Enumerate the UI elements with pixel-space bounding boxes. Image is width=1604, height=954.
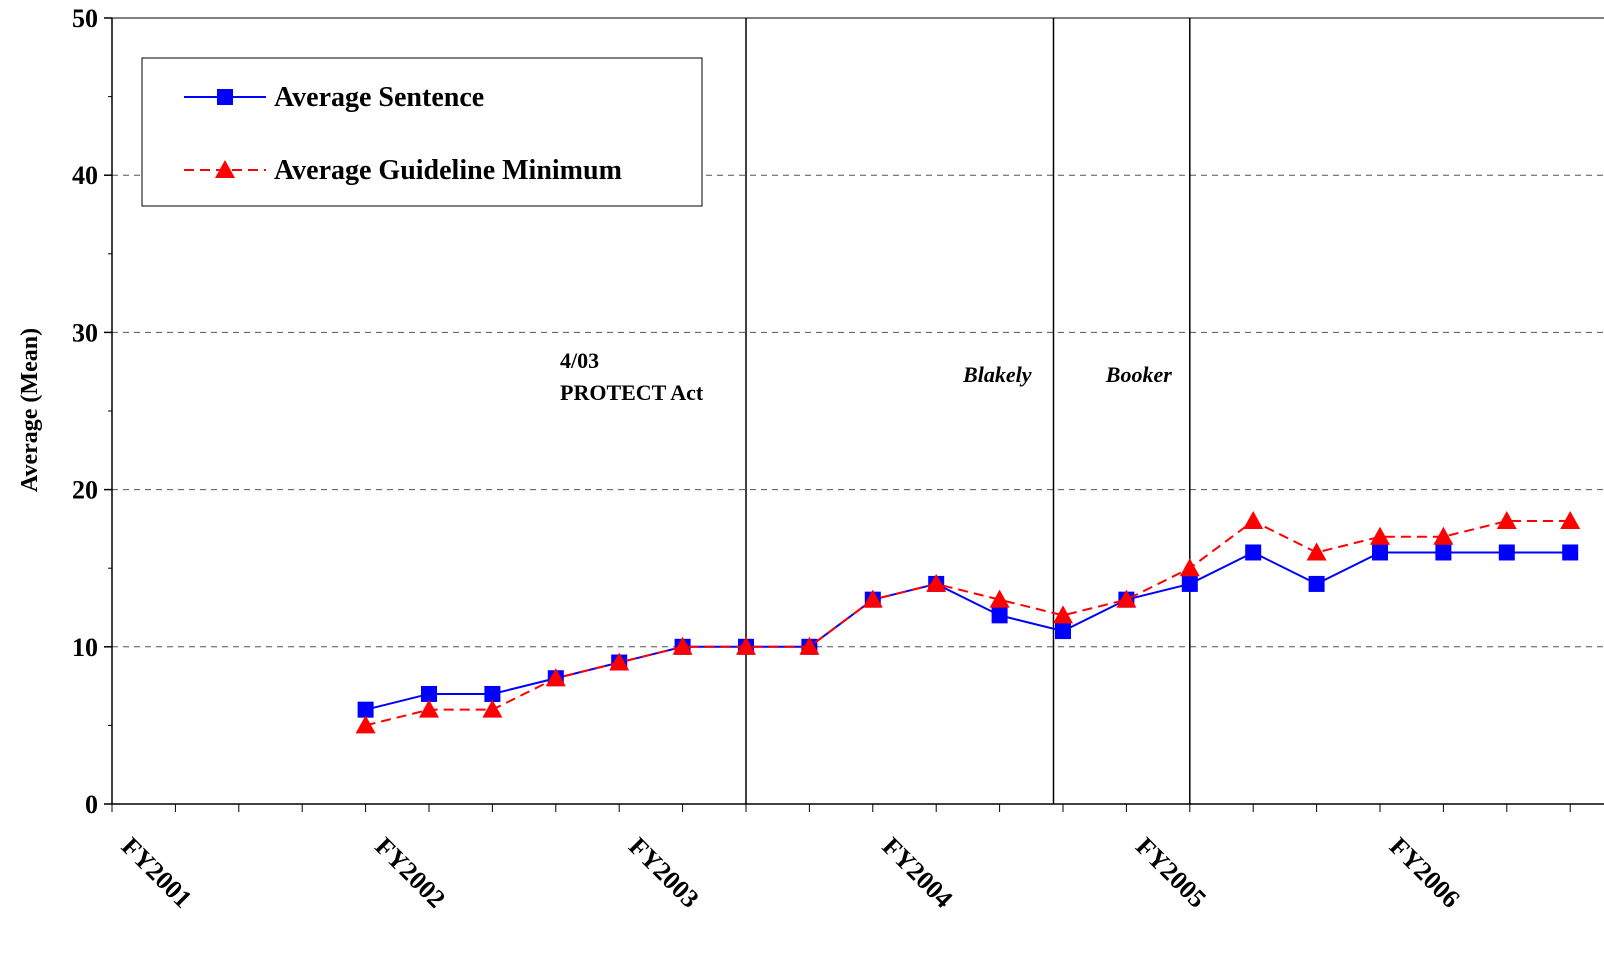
event-label: PROTECT Act	[560, 380, 704, 405]
data-point	[419, 699, 439, 718]
data-point	[991, 607, 1008, 624]
data-point	[1498, 544, 1515, 561]
data-point	[421, 685, 437, 702]
series-line	[365, 519, 1571, 727]
x-tick-label: FY2004	[877, 832, 959, 914]
x-tick-label: FY2001	[116, 832, 198, 914]
data-point	[355, 715, 376, 734]
data-point	[1308, 575, 1325, 592]
data-point	[926, 573, 947, 592]
data-point	[1370, 526, 1390, 545]
y-tick-label: 10	[72, 633, 98, 662]
series-average-guideline-minimum	[355, 511, 1581, 734]
legend-label: Average Sentence	[274, 82, 484, 113]
data-point	[1560, 511, 1581, 530]
data-point	[484, 685, 501, 702]
series	[355, 511, 1581, 734]
data-point	[1372, 544, 1388, 561]
data-point	[1116, 589, 1137, 608]
data-point	[1562, 544, 1579, 561]
legend-label: Average Guideline Minimum	[274, 155, 622, 186]
data-point	[1433, 526, 1454, 545]
legend-marker	[215, 160, 235, 178]
data-point	[799, 636, 820, 655]
event-label: Blakely	[962, 362, 1032, 387]
data-point	[1496, 511, 1517, 530]
data-point	[1053, 605, 1073, 624]
data-point	[1243, 511, 1264, 530]
data-point	[1181, 575, 1198, 592]
grid-lines	[112, 17, 1604, 648]
data-point	[1435, 544, 1452, 561]
data-point	[482, 699, 503, 718]
legend-marker	[217, 89, 233, 105]
data-point	[989, 589, 1010, 608]
legend-box	[141, 57, 703, 207]
data-point	[1306, 542, 1327, 561]
data-point	[862, 589, 883, 608]
x-tick-label: FY2005	[1130, 832, 1212, 914]
y-axis-label: Average (Mean)	[17, 328, 43, 492]
y-tick-label: 40	[72, 161, 98, 190]
data-point	[672, 636, 693, 655]
data-point	[1179, 558, 1200, 577]
x-tick-label: FY2002	[369, 832, 451, 914]
series-average-sentence	[357, 544, 1579, 718]
x-tick-label: FY2006	[1384, 832, 1466, 914]
event-lines: 4/03 PROTECT Act Blakely Booker	[560, 18, 1191, 804]
y-tick-label: 50	[72, 4, 98, 33]
y-tick-label: 20	[72, 476, 98, 505]
data-point	[609, 652, 630, 671]
data-point	[545, 668, 566, 687]
x-tick-label: FY2003	[623, 832, 705, 914]
y-tick-label: 30	[72, 318, 98, 347]
data-point	[1055, 623, 1071, 640]
event-label: Booker	[1105, 362, 1172, 387]
data-point	[736, 636, 756, 655]
y-tick-label: 0	[85, 790, 98, 819]
data-point	[1245, 544, 1262, 561]
legend: Average Sentence Average Guideline Minimu…	[141, 57, 703, 207]
data-point	[357, 701, 374, 718]
event-label: 4/03	[560, 348, 599, 373]
